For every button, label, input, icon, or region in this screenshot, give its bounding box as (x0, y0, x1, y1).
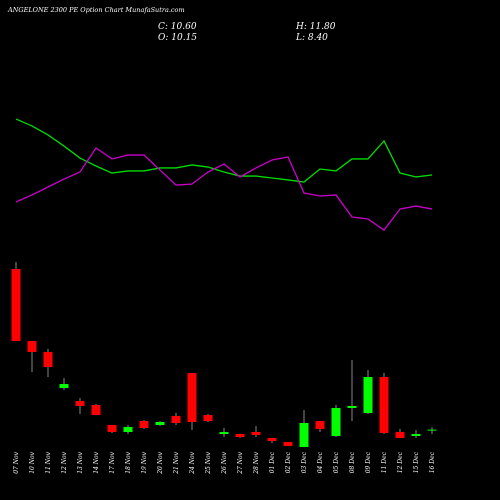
candle-body (123, 427, 133, 432)
x-tick-label: 24 Nov (189, 451, 196, 474)
candle-body (203, 415, 213, 421)
x-tick-label: 14 Nov (93, 451, 100, 473)
x-tick-label: 28 Nov (253, 451, 260, 474)
candle-body (59, 384, 69, 388)
candle-body (75, 401, 85, 406)
candle-body (395, 432, 405, 438)
x-tick-label: 11 Dec (381, 451, 388, 473)
candle-body (235, 434, 245, 437)
candle-body (331, 408, 341, 436)
x-tick-label: 19 Nov (141, 451, 148, 473)
candle-body (91, 405, 101, 415)
candle-body (171, 416, 181, 423)
candle-body (379, 377, 389, 433)
candle-body (43, 352, 53, 367)
candle-body (219, 432, 229, 434)
candle-body (267, 438, 277, 441)
candle-body (27, 341, 37, 352)
candle-body (107, 425, 117, 432)
x-tick-label: 15 Dec (413, 451, 420, 473)
x-tick-label: 09 Dec (365, 451, 372, 473)
x-tick-label: 25 Nov (205, 451, 212, 474)
candle-body (315, 421, 325, 429)
candle-body (411, 434, 421, 436)
x-tick-label: 11 Nov (45, 451, 52, 473)
x-tick-label: 04 Dec (317, 451, 324, 473)
stat-high: H: 11.80 (295, 22, 336, 32)
candle-body (363, 377, 373, 413)
candle-body (299, 423, 309, 447)
x-tick-label: 21 Nov (173, 451, 180, 474)
x-tick-label: 03 Dec (301, 451, 308, 473)
x-tick-label: 05 Dec (333, 451, 340, 473)
x-tick-label: 12 Dec (397, 451, 404, 473)
chart-title: ANGELONE 2300 PE Option Chart MunafaSutr… (7, 6, 185, 14)
candle-body (251, 432, 261, 435)
stat-open: O: 10.15 (158, 33, 197, 43)
candle-body (139, 421, 149, 428)
candle-body (283, 442, 293, 446)
x-tick-label: 27 Nov (237, 451, 244, 474)
stat-low: L: 8.40 (295, 33, 328, 43)
x-tick-label: 20 Nov (157, 451, 164, 474)
candle-body (155, 422, 165, 425)
x-tick-label: 18 Nov (125, 451, 132, 473)
indicator-line (15, 147, 433, 231)
candle-body (347, 406, 357, 408)
x-tick-label: 02 Dec (285, 451, 292, 473)
x-tick-label: 12 Nov (61, 451, 68, 473)
x-tick-label: 07 Nov (13, 451, 20, 473)
candle-body (427, 429, 437, 431)
x-tick-label: 01 Dec (269, 451, 276, 473)
x-tick-label: 26 Nov (221, 451, 228, 474)
candle-body (187, 373, 197, 422)
x-tick-label: 10 Nov (29, 451, 36, 473)
stat-close: C: 10.60 (158, 22, 197, 32)
x-tick-label: 17 Nov (109, 451, 116, 473)
x-tick-label: 16 Dec (429, 451, 436, 473)
candle-body (11, 269, 21, 341)
x-tick-label: 13 Nov (77, 451, 84, 473)
x-tick-label: 08 Dec (349, 451, 356, 473)
indicator-line (15, 118, 433, 183)
